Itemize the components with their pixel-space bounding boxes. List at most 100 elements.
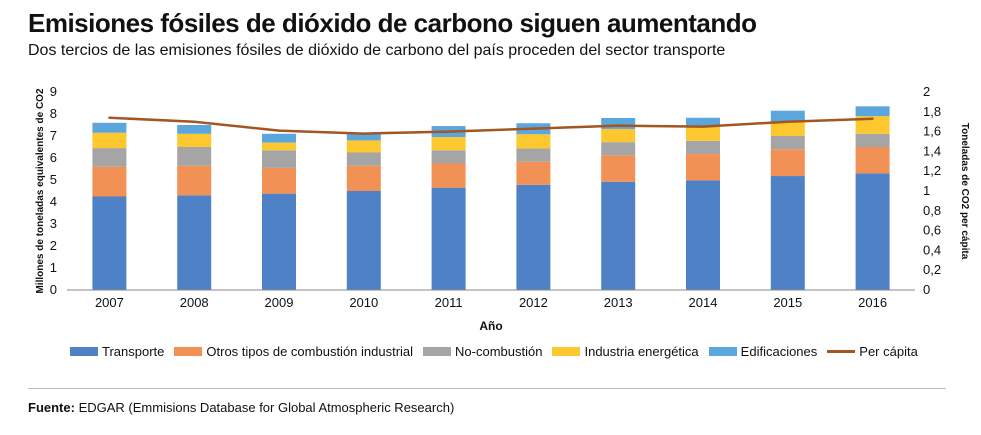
- bar-segment: [601, 181, 636, 290]
- bar-segment: [177, 195, 212, 290]
- bar-segment: [92, 196, 127, 290]
- legend-label: Per cápita: [859, 344, 918, 359]
- bar-segment: [346, 191, 381, 290]
- legend-item: Transporte: [70, 344, 164, 359]
- bar-segment: [92, 132, 127, 149]
- per-capita-point: [532, 127, 535, 130]
- bar-segment: [601, 128, 636, 143]
- bar-segment: [516, 161, 551, 185]
- legend-item: No-combustión: [423, 344, 542, 359]
- bar-segment: [516, 184, 551, 290]
- bar-segment: [686, 126, 720, 141]
- bar-segment: [601, 155, 636, 182]
- per-capita-point: [871, 117, 874, 120]
- y-tick-label: 0: [50, 282, 57, 297]
- y-tick-label: 4: [50, 194, 57, 209]
- y-axis-title: Millones de toneladas equivalentes de CO…: [35, 88, 46, 293]
- bar-segment: [177, 133, 212, 147]
- bar-segment: [346, 140, 381, 153]
- divider: [28, 388, 946, 389]
- bar-segment: [262, 133, 296, 143]
- bar-segment: [770, 121, 805, 136]
- source-note: Fuente: EDGAR (Emmisions Database for Gl…: [28, 400, 454, 415]
- bar-segment: [92, 166, 127, 197]
- bar-segment: [770, 110, 805, 122]
- y-tick-label: 6: [50, 150, 57, 165]
- bar-segment: [686, 154, 720, 181]
- y2-tick-label: 2: [923, 84, 930, 99]
- bar-segment: [855, 147, 890, 174]
- y2-tick-label: 1,4: [923, 143, 941, 158]
- legend-label: Otros tipos de combustión industrial: [206, 344, 414, 359]
- bar-segment: [431, 163, 466, 188]
- y-tick-label: 8: [50, 106, 57, 121]
- chart-legend: Transporte Otros tipos de combustión indu…: [70, 344, 928, 359]
- bar-segment: [346, 152, 381, 166]
- x-tick-label: 2011: [435, 295, 463, 310]
- bar-segment: [770, 149, 805, 177]
- bar-segment: [431, 150, 466, 164]
- x-tick-label: 2009: [265, 295, 294, 310]
- y2-tick-label: 1,2: [923, 163, 941, 178]
- bar-segment: [855, 106, 890, 117]
- bar-segment: [177, 147, 212, 166]
- legend-swatch: [708, 347, 737, 356]
- per-capita-line: [109, 116, 873, 135]
- legend-label: No-combustión: [455, 344, 543, 359]
- y-tick-label: 5: [50, 172, 57, 187]
- y-tick-label: 7: [50, 128, 57, 143]
- per-capita-point: [277, 129, 281, 132]
- y2-tick-label: 0: [923, 282, 930, 297]
- y-tick-label: 1: [50, 260, 57, 275]
- bar-segment: [601, 117, 636, 129]
- legend-swatch: [174, 347, 203, 356]
- bar-segment: [92, 122, 127, 133]
- bar-segment: [177, 165, 212, 196]
- y-tick-label: 2: [50, 238, 57, 253]
- bar-segment: [855, 173, 890, 290]
- chart-subtitle: Dos tercios de las emisiones fósiles de …: [28, 42, 726, 59]
- source-text: EDGAR (Emmisions Database for Global Atm…: [78, 400, 455, 415]
- per-capita-point: [617, 124, 620, 127]
- legend-item: Per cápita: [827, 344, 918, 359]
- y2-tick-label: 0,8: [923, 203, 941, 218]
- bar-segment: [177, 125, 212, 134]
- per-capita-point: [786, 120, 789, 123]
- bar-segment: [686, 140, 720, 155]
- bar-segment: [601, 142, 636, 156]
- bar-segment: [770, 136, 805, 150]
- x-tick-label: 2012: [519, 295, 548, 310]
- legend-swatch: [827, 350, 856, 353]
- x-axis-title: Año: [479, 319, 502, 333]
- x-tick-label: 2014: [689, 295, 718, 310]
- bar-segment: [516, 134, 551, 149]
- source-label: Fuente:: [28, 400, 75, 415]
- per-capita-point: [193, 120, 196, 123]
- bar-segment: [346, 132, 381, 141]
- per-capita-point: [362, 132, 365, 135]
- legend-label: Transporte: [102, 344, 165, 359]
- stacked-bar-chart: 0 1 2 3 4 5 6 7 8 9 0 0,2 0,4 0,6 0,8 1 1,2 1,4 1,6 1,8 2 200…: [35, 84, 970, 333]
- x-tick-label: 2013: [604, 295, 633, 310]
- bar-segment: [686, 180, 720, 290]
- bar-segment: [262, 150, 296, 168]
- bar-segment: [431, 137, 466, 151]
- bar-segment: [516, 148, 551, 162]
- bar-segment: [855, 116, 890, 134]
- x-tick-label: 2008: [180, 295, 209, 310]
- per-capita-point: [447, 130, 450, 133]
- y2-axis-title: Toneladas de CO2 per cápita: [959, 123, 970, 260]
- chart-title: Emisiones fósiles de dióxido de carbono …: [28, 8, 757, 38]
- y-tick-label: 9: [50, 84, 57, 99]
- per-capita-point: [108, 116, 111, 119]
- legend-swatch: [552, 347, 581, 356]
- y2-tick-label: 0,6: [923, 223, 941, 238]
- legend-label: Industria energética: [584, 344, 699, 359]
- bar-segment: [262, 167, 296, 194]
- y-tick-label: 3: [50, 216, 57, 231]
- x-tick-label: 2007: [95, 295, 124, 310]
- bar-segment: [855, 133, 890, 147]
- y2-tick-label: 1,6: [923, 124, 941, 139]
- y2-tick-label: 0,2: [923, 262, 941, 277]
- bar-segment: [431, 187, 466, 290]
